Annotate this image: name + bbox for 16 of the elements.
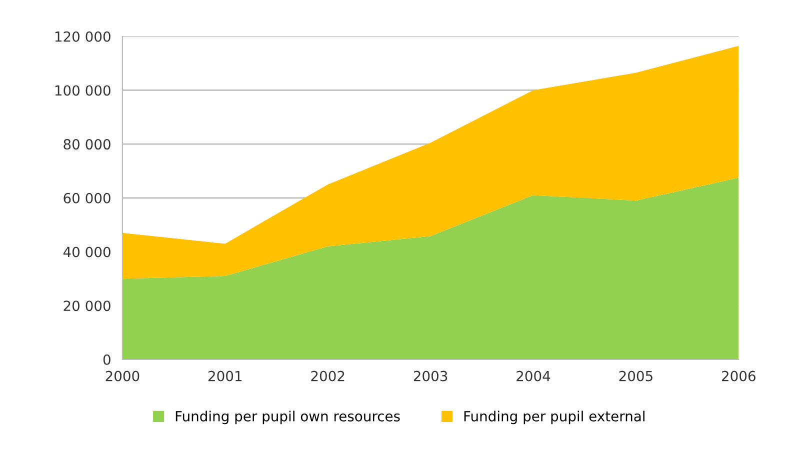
x-tick-label: 2006 xyxy=(722,370,756,382)
y-tick-label: 20 000 xyxy=(64,300,110,312)
x-tick-label: 2001 xyxy=(208,370,242,382)
y-tick-label: 40 000 xyxy=(63,246,110,258)
y-tick-label: 0 xyxy=(103,354,110,365)
y-tick-label: 100 000 xyxy=(55,85,110,96)
y-tick-label: 60 000 xyxy=(64,192,110,204)
x-tick-label: 2003 xyxy=(414,370,448,382)
x-tick-label: 2000 xyxy=(106,370,140,382)
x-tick-label: 2004 xyxy=(516,370,550,382)
x-tick-label: 2002 xyxy=(311,370,344,382)
y-tick-label: 120 000 xyxy=(55,31,110,42)
y-tick-label: 80 000 xyxy=(64,139,110,150)
x-tick-label: 2005 xyxy=(619,370,652,382)
legend-label: Funding per pupil external xyxy=(464,410,644,424)
legend-label: Funding per pupil own resources xyxy=(176,410,400,424)
